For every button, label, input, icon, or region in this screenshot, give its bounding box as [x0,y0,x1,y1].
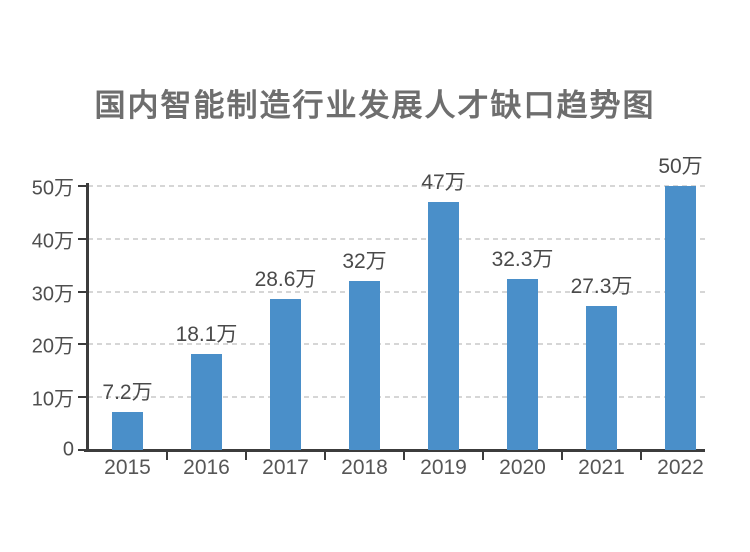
x-axis-tick [403,452,405,460]
bar-value-label: 50万 [658,155,703,178]
x-axis-tick [166,452,168,460]
x-tick-label: 2018 [341,456,388,479]
x-tick-label: 2017 [262,456,309,479]
y-tick-label: 30万 [31,283,74,306]
bar-value-label: 28.6万 [254,268,317,291]
y-tick-label: 10万 [31,388,74,411]
bar [270,299,301,450]
y-tick-label: 40万 [31,230,74,253]
bar [586,305,617,450]
bar-value-label: 32.3万 [491,248,554,272]
x-axis-tick [245,452,247,460]
y-axis-tick [78,237,86,240]
bar [428,201,459,450]
y-tick-label: 50万 [31,177,74,200]
gridline [88,185,705,187]
x-axis-tick [324,452,326,460]
x-tick-label: 2022 [657,456,704,479]
plot-area: 0 10万 20万 30万 40万 50万 7.2万 2015 18.1万 2016 28.6万 20… [32,155,705,479]
bar [665,186,696,450]
bar-value-label: 47万 [421,170,466,194]
gridline [88,237,705,240]
x-axis-line [84,448,705,452]
y-axis-tick [78,185,86,187]
bar [349,281,380,450]
bar [507,279,538,450]
y-axis-tick [78,449,86,451]
bar-value-label: 18.1万 [175,323,238,347]
x-tick-label: 2019 [420,456,467,479]
gridline [88,343,705,346]
y-tick-label: 0 [62,438,74,461]
x-axis-tick [561,452,563,460]
y-tick-label: 20万 [31,335,74,358]
chart-title: 国内智能制造行业发展人才缺口趋势图 [94,88,656,123]
x-tick-label: 2015 [104,456,151,479]
y-axis-tick [78,343,86,346]
bar-value-label: 27.3万 [570,274,633,298]
x-axis-tick [640,452,642,460]
y-axis-line [86,183,89,451]
x-tick-label: 2020 [499,456,546,479]
bar-value-label: 32万 [342,250,387,274]
bar-value-label: 7.2万 [102,380,153,404]
x-tick-label: 2021 [578,456,625,479]
gridline [88,290,705,293]
bar [112,411,143,450]
x-axis-tick [482,452,484,460]
y-axis-tick [78,396,86,399]
bar [191,354,222,450]
x-tick-label: 2016 [183,456,230,479]
y-axis-tick [78,290,86,293]
gridline [88,396,705,399]
